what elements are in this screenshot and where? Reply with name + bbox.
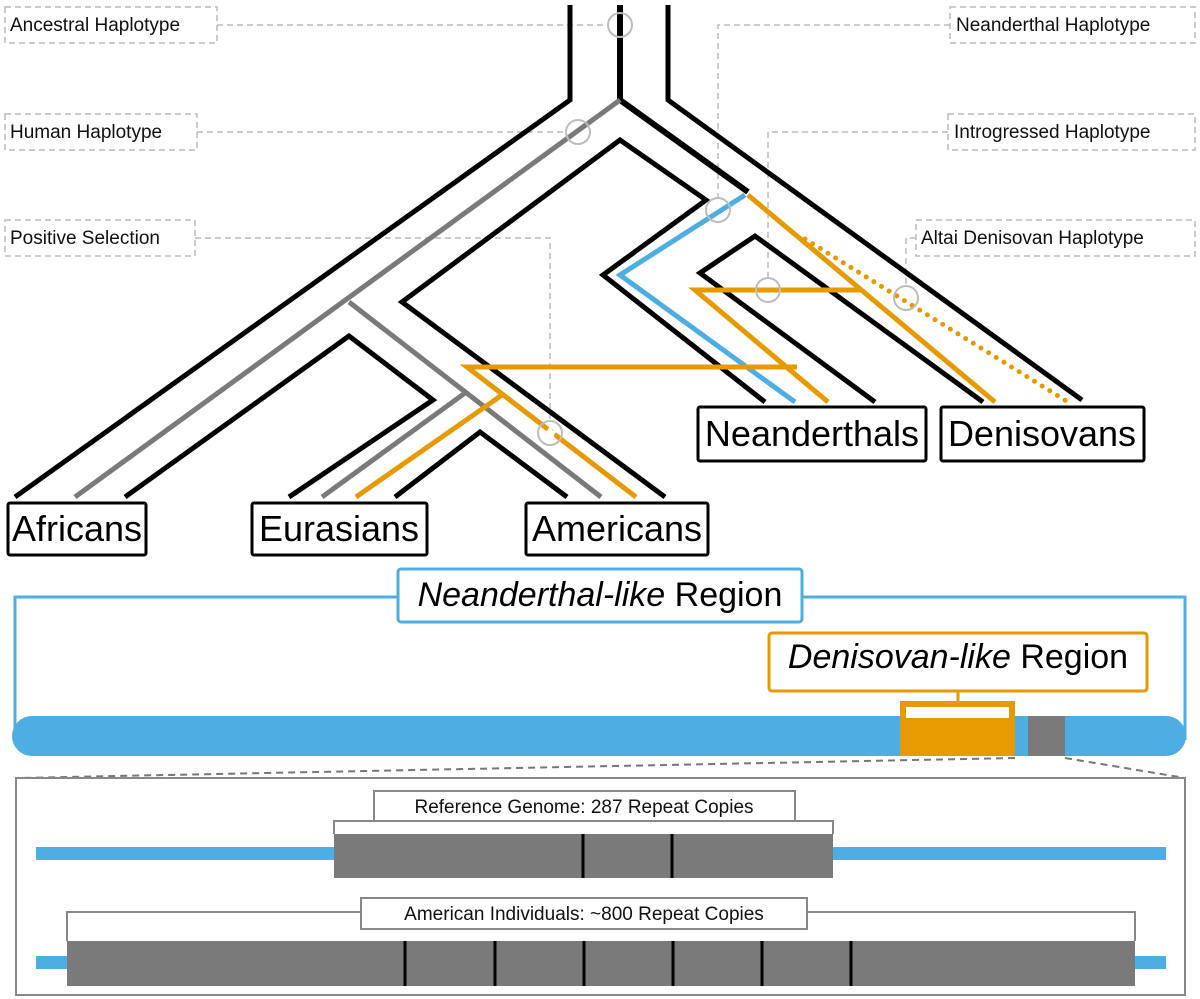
svg-text:Denisovans: Denisovans <box>948 413 1136 454</box>
eurasian-orange-line <box>354 392 504 500</box>
annotation-label: Positive Selection <box>10 228 160 249</box>
svg-text:Denisovan-like Region: Denisovan-like Region <box>788 638 1128 676</box>
annotation-altai-denisovan: Altai Denisovan Haplotype <box>905 219 1196 286</box>
annotation-label: Altai Denisovan Haplotype <box>921 228 1144 249</box>
annotation-neanderthal: Neanderthal Haplotype <box>717 6 1196 198</box>
svg-text:Africans: Africans <box>12 508 142 549</box>
species-tree <box>13 5 1084 500</box>
annotation-ancestral: Ancestral Haplotype <box>4 6 608 44</box>
svg-text:Neanderthal-like Region: Neanderthal-like Region <box>418 576 783 614</box>
american-inner-lineage <box>393 428 569 500</box>
annotation-introgressed: Introgressed Haplotype <box>767 113 1196 278</box>
annotation-label: Neanderthal Haplotype <box>956 15 1150 36</box>
annotation-label: Ancestral Haplotype <box>10 15 180 36</box>
denisovan-region-label: Denisovan-like Region <box>767 631 1149 693</box>
neanderthal-haplotype-line <box>615 192 797 405</box>
population-neanderthals: Neanderthals <box>696 405 928 463</box>
reference-caption: Reference Genome: 287 Repeat Copies <box>414 797 753 818</box>
repeat-region-block <box>1028 716 1065 756</box>
american-caption: American Individuals: ~800 Repeat Copies <box>404 904 764 925</box>
population-denisovans: Denisovans <box>939 405 1146 463</box>
outer-left-lineage <box>13 5 573 500</box>
outer-right-lineage <box>665 5 1084 403</box>
ancestral-marker-circle <box>607 12 633 38</box>
denisovan-haplotype-line <box>746 193 997 404</box>
inner-human-lineage <box>123 332 438 500</box>
human-haplotype-line <box>73 97 622 500</box>
annotation-positive-selection: Positive Selection <box>4 219 551 421</box>
gray-branch-americans <box>347 300 603 499</box>
svg-text:Americans: Americans <box>532 508 702 549</box>
neanderthal-region-label: Neanderthal-like Region <box>396 567 804 624</box>
human-marker-circle <box>565 119 591 145</box>
zoom-panel <box>15 777 1186 996</box>
population-americans: Americans <box>524 501 710 557</box>
annotation-label: Introgressed Haplotype <box>954 122 1150 143</box>
annotation-label: Human Haplotype <box>10 122 162 143</box>
american-individuals-track: American Individuals: ~800 Repeat Copies <box>36 897 1166 986</box>
neanderthal-denisovan-inner <box>695 232 985 405</box>
ancestral-haplotype-line <box>617 5 750 195</box>
neanderthal-marker-circle <box>705 197 731 223</box>
introgression-line <box>459 364 797 499</box>
inner-archaic-lineage <box>397 136 767 500</box>
reference-genome-track: Reference Genome: 287 Repeat Copies <box>36 790 1166 878</box>
svg-text:Eurasians: Eurasians <box>259 508 419 549</box>
svg-text:Neanderthals: Neanderthals <box>705 413 919 454</box>
chromosome-bar <box>12 716 1186 756</box>
introgressed-marker-circle <box>755 277 781 303</box>
gray-branch-eurasians <box>320 390 467 500</box>
annotation-human: Human Haplotype <box>4 113 566 151</box>
denisovan-region-bracket <box>906 707 1009 718</box>
population-eurasians: Eurasians <box>250 501 429 557</box>
altai-denisovan-dotted-line <box>802 236 1071 405</box>
population-africans: Africans <box>6 501 148 557</box>
altai-marker-circle <box>893 285 919 311</box>
star-icon <box>537 420 563 446</box>
